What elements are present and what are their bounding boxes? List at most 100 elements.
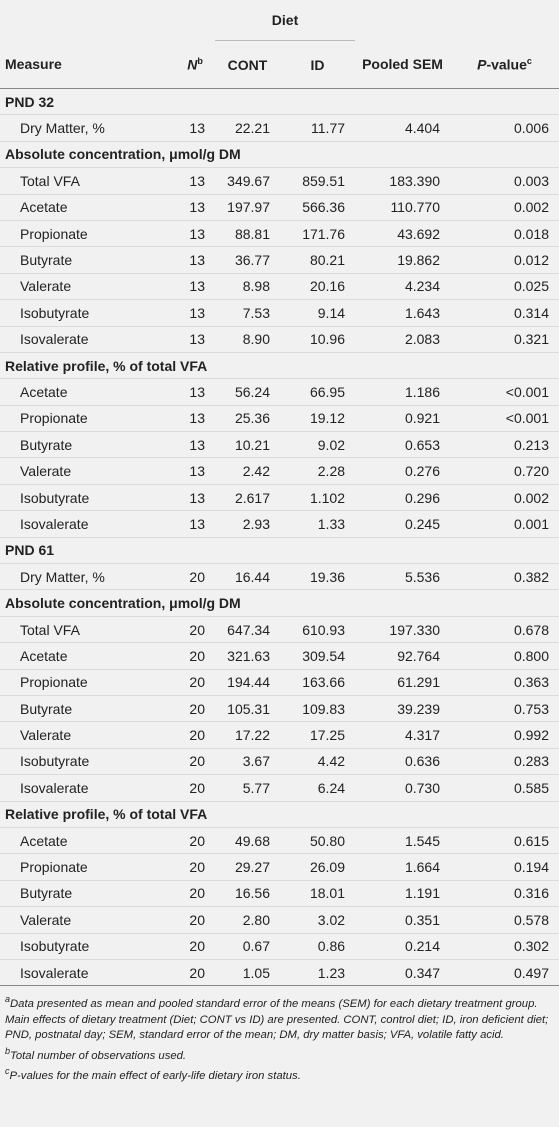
data-row: Total VFA 20 647.34 610.93 197.330 0.678 [0, 616, 559, 644]
blank [0, 0, 175, 41]
cell-value: 20 [175, 774, 215, 802]
cell-value: 1.643 [355, 299, 451, 327]
data-row: Valerate 13 8.98 20.16 4.234 0.025 [0, 273, 559, 301]
cell-value: 9.14 [280, 299, 356, 327]
measure-name: Valerate [0, 273, 175, 301]
cell-value: 0.578 [450, 906, 559, 934]
cell-value: 0.585 [450, 774, 559, 802]
cell-value: 2.083 [355, 326, 451, 353]
cell-value: 13 [175, 405, 215, 433]
cell-value: 18.01 [280, 880, 356, 908]
cell-value: 56.24 [215, 378, 280, 406]
cell-value: 20 [175, 880, 215, 908]
data-row: Dry Matter, % 20 16.44 19.36 5.536 0.382 [0, 563, 559, 591]
cell-value: 3.02 [280, 906, 356, 934]
measure-name: Valerate [0, 457, 175, 485]
cell-value: 0.283 [450, 748, 559, 776]
column-header: Nb [175, 40, 215, 89]
data-row: Isobutyrate 20 0.67 0.86 0.214 0.302 [0, 933, 559, 960]
data-row: Isovalerate 20 5.77 6.24 0.730 0.585 [0, 774, 559, 802]
cell-value: 0.296 [355, 484, 451, 512]
cell-value: 0.002 [450, 194, 559, 221]
cell-value: 20 [175, 906, 215, 934]
cell-value: 16.44 [215, 563, 280, 591]
cell-value: 13 [175, 378, 215, 406]
cell-value: 4.42 [280, 748, 356, 776]
cell-value: 171.76 [280, 220, 356, 248]
cell-value: 1.664 [355, 853, 451, 881]
cell-value: 5.77 [215, 774, 280, 802]
data-row: Butyrate 13 36.77 80.21 19.862 0.012 [0, 246, 559, 274]
cell-value: 43.692 [355, 220, 451, 248]
cell-value: 197.330 [355, 616, 451, 644]
column-header-text: Pooled SEM [362, 56, 443, 73]
blank [450, 0, 559, 41]
cell-value: 29.27 [215, 853, 280, 881]
cell-value: 13 [175, 431, 215, 459]
cell-value: 0.276 [355, 457, 451, 485]
measure-name: Propionate [0, 853, 175, 881]
section-label: PND 61 [0, 537, 559, 565]
cell-value: 13 [175, 457, 215, 485]
cell-value: 1.545 [355, 827, 451, 855]
cell-value: 13 [175, 326, 215, 353]
cell-value: 4.234 [355, 273, 451, 301]
data-row: Isobutyrate 13 2.617 1.102 0.296 0.002 [0, 484, 559, 512]
measure-name: Valerate [0, 721, 175, 749]
measure-name: Total VFA [0, 167, 175, 195]
cell-value: 13 [175, 510, 215, 538]
column-header: Pooled SEM [355, 40, 451, 89]
column-header-text: ID [310, 56, 325, 73]
data-row: Acetate 20 321.63 309.54 92.764 0.800 [0, 642, 559, 670]
data-row: Isovalerate 13 8.90 10.96 2.083 0.321 [0, 326, 559, 353]
cell-value: 0.001 [450, 510, 559, 538]
column-header-italic: P [477, 56, 487, 73]
section-label: Relative profile, % of total VFA [0, 801, 559, 828]
cell-value: 859.51 [280, 167, 356, 195]
cell-value: 20 [175, 563, 215, 591]
cell-value: 0.615 [450, 827, 559, 855]
cell-value: 16.56 [215, 880, 280, 908]
data-row: Butyrate 20 105.31 109.83 39.239 0.753 [0, 695, 559, 723]
cell-value: 647.34 [215, 616, 280, 644]
measure-name: Isovalerate [0, 959, 175, 987]
data-row: Butyrate 20 16.56 18.01 1.191 0.316 [0, 880, 559, 908]
cell-value: 0.213 [450, 431, 559, 459]
footnote: aData presented as mean and pooled stand… [5, 992, 554, 1043]
cell-value: 36.77 [215, 246, 280, 274]
cell-value: 11.77 [280, 114, 356, 142]
cell-value: 1.186 [355, 378, 451, 406]
cell-value: 0.003 [450, 167, 559, 195]
cell-value: 92.764 [355, 642, 451, 670]
footnote-marker: a [5, 994, 11, 1005]
cell-value: 0.921 [355, 405, 451, 433]
footnote-marker: c [526, 55, 532, 66]
section-row: Relative profile, % of total VFA [0, 801, 559, 828]
measure-name: Acetate [0, 194, 175, 221]
measure-name: Isobutyrate [0, 484, 175, 512]
cell-value: 26.09 [280, 853, 356, 881]
measure-name: Total VFA [0, 616, 175, 644]
cell-value: 1.102 [280, 484, 356, 512]
cell-value: 20 [175, 827, 215, 855]
cell-value: 66.95 [280, 378, 356, 406]
cell-value: 20 [175, 959, 215, 987]
cell-value: 2.42 [215, 457, 280, 485]
cell-value: 105.31 [215, 695, 280, 723]
cell-value: 2.617 [215, 484, 280, 512]
column-header: Measure [0, 40, 175, 89]
section-label: Absolute concentration, μmol/g DM [0, 589, 559, 617]
column-header-text: N [187, 56, 198, 73]
cell-value: 110.770 [355, 194, 451, 221]
cell-value: 0.800 [450, 642, 559, 670]
data-row: Valerate 20 17.22 17.25 4.317 0.992 [0, 721, 559, 749]
cell-value: 19.12 [280, 405, 356, 433]
data-row: Propionate 20 29.27 26.09 1.664 0.194 [0, 853, 559, 881]
cell-value: 2.93 [215, 510, 280, 538]
measure-name: Acetate [0, 378, 175, 406]
cell-value: 0.314 [450, 299, 559, 327]
footnote-marker: b [5, 1045, 11, 1056]
cell-value: 50.80 [280, 827, 356, 855]
cell-value: 0.002 [450, 484, 559, 512]
